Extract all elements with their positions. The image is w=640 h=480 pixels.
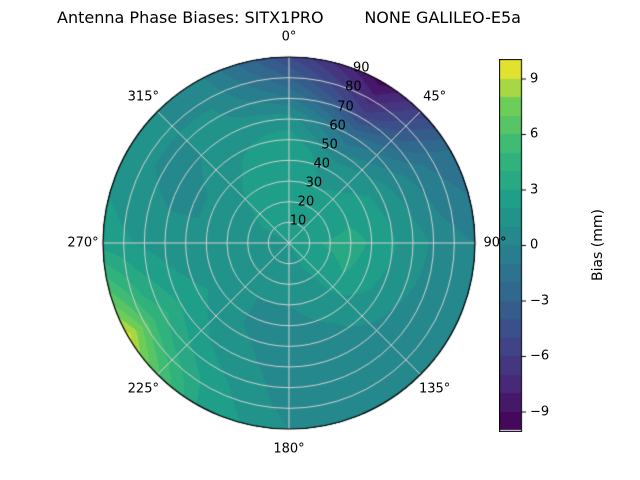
colorbar-tick-label: 9 — [530, 71, 539, 86]
figure-title: Antenna Phase Biases: SITX1PRO NONE GALI… — [57, 8, 521, 27]
radial-tick-label: 30 — [305, 175, 323, 191]
radial-tick-label: 90 — [353, 60, 370, 76]
colorbar-tick-label: −6 — [530, 348, 550, 364]
radial-tick-label: 20 — [297, 194, 315, 210]
colorbar — [499, 59, 527, 432]
angular-tick-label: 225° — [127, 381, 159, 397]
colorbar-tick-label: −9 — [530, 404, 550, 419]
angular-tick-label: 315° — [127, 89, 159, 105]
colorbar-axis-label: Bias (mm) — [590, 208, 606, 282]
colorbar-tick-label: 6 — [530, 126, 539, 142]
polar-heatmap-canvas — [101, 55, 477, 431]
radial-tick-label: 10 — [289, 213, 307, 229]
angular-tick-label: 45° — [423, 89, 447, 105]
angular-tick-label: 180° — [273, 441, 305, 457]
angular-tick-label: 135° — [418, 381, 451, 397]
colorbar-tick-label: −3 — [530, 293, 550, 308]
angular-tick-label: 90° — [483, 235, 507, 251]
angular-tick-label: 270° — [67, 235, 99, 251]
angular-tick-label: 0° — [281, 29, 297, 45]
colorbar-tick-label: 0 — [530, 237, 539, 253]
radial-tick-label: 80 — [345, 79, 362, 95]
radial-tick-label: 50 — [321, 137, 338, 153]
radial-tick-label: 70 — [337, 99, 354, 115]
radial-tick-label: 60 — [329, 118, 346, 134]
colorbar-tick-label: 3 — [530, 182, 539, 197]
radial-tick-label: 40 — [313, 156, 331, 172]
